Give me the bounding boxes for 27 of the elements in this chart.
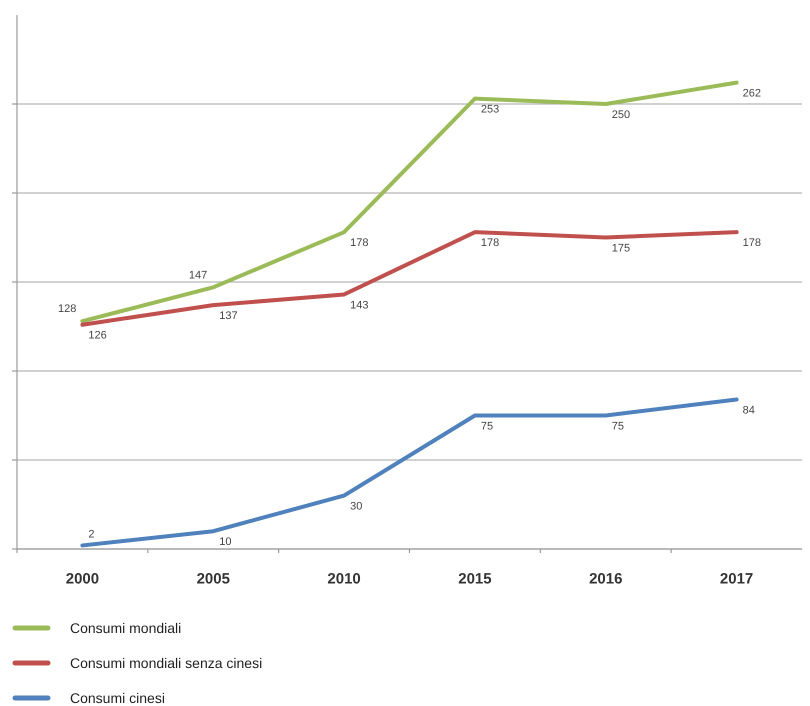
x-tick-label: 2000: [66, 570, 100, 588]
data-label: 250: [612, 109, 630, 121]
data-label: 30: [350, 500, 362, 513]
x-tick-label: 2010: [327, 570, 361, 588]
data-label: 84: [742, 404, 755, 416]
data-label: 175: [612, 242, 630, 254]
data-label: 126: [88, 330, 107, 342]
data-label: 75: [480, 420, 494, 432]
legend-label: Consumi cinesi: [70, 690, 165, 706]
data-label: 253: [480, 104, 500, 116]
data-label: 178: [480, 237, 500, 250]
data-label: 143: [350, 299, 368, 312]
data-label: 147: [188, 269, 208, 282]
x-tick-label: 2016: [589, 570, 622, 588]
data-label: 128: [58, 303, 76, 316]
legend-label: Consumi mondiali senza cinesi: [70, 655, 262, 671]
data-label: 178: [350, 237, 368, 250]
data-label: 137: [219, 310, 238, 322]
x-tick-label: 2005: [196, 570, 230, 588]
x-tick-label: 2017: [720, 570, 754, 588]
data-label: 178: [742, 237, 761, 250]
x-tick-label: 2015: [458, 570, 492, 588]
data-label: 2: [88, 528, 95, 540]
data-label: 10: [219, 536, 232, 548]
data-label: 262: [742, 88, 761, 100]
legend-label: Consumi mondiali: [70, 620, 182, 636]
data-label: 75: [612, 420, 624, 432]
